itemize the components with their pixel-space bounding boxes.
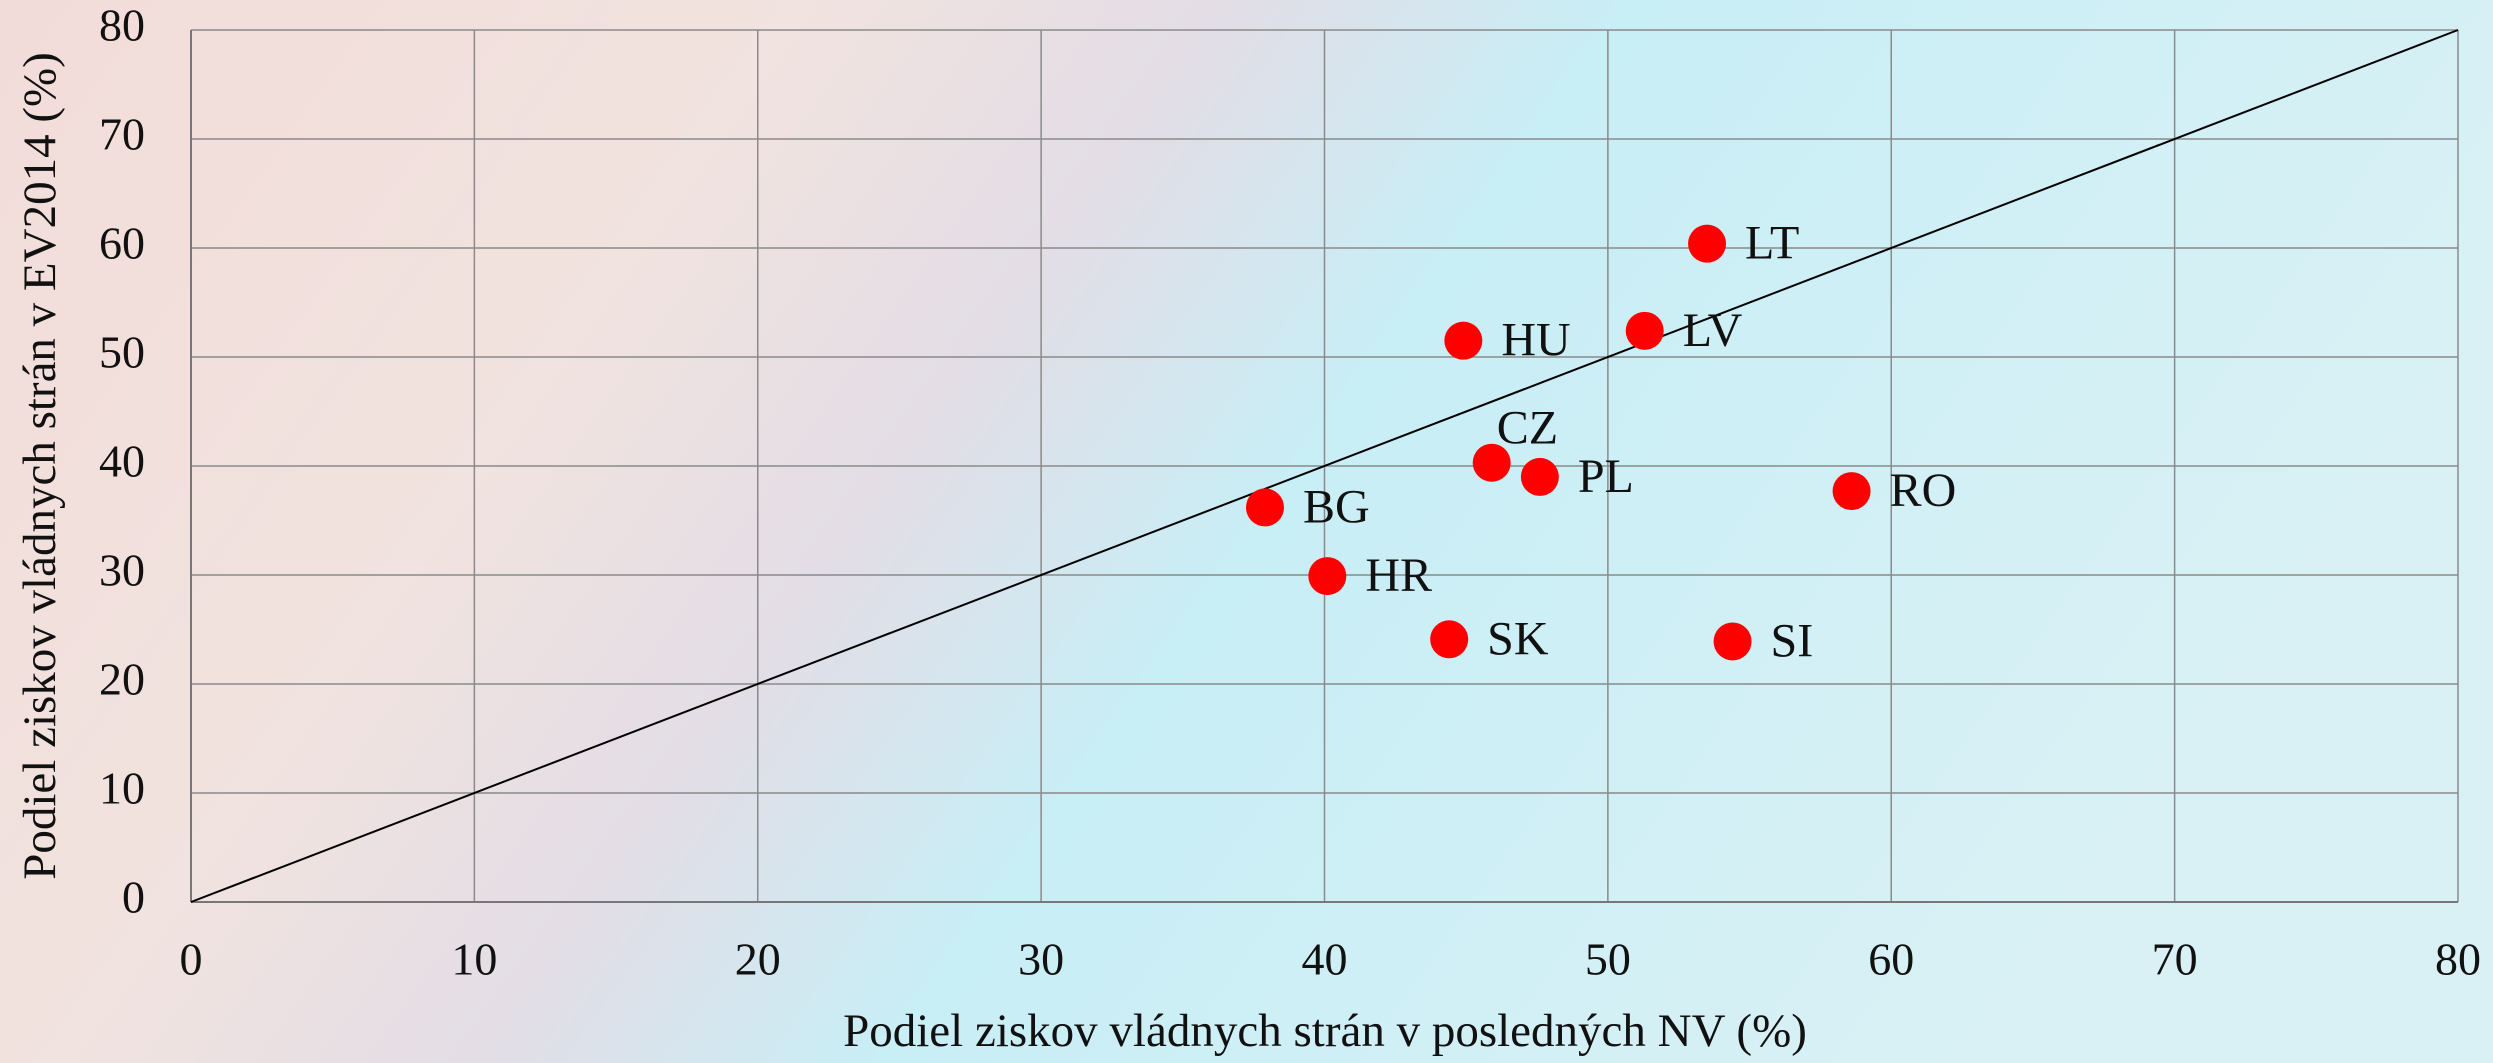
point: [1832, 472, 1871, 511]
point-label: PL: [1578, 450, 1634, 503]
plot-area: 0 10 20 30 40 50 60 70 80 0 10 20 30 40 50 60 70 80 LT HU LV…: [99, 0, 2481, 985]
x-tick-label: 10: [451, 934, 497, 985]
point-label: RO: [1890, 464, 1957, 517]
reference-line: [190, 29, 2459, 903]
x-tick-label: 70: [2152, 934, 2198, 985]
point: [1713, 622, 1752, 661]
point-label: BG: [1303, 480, 1370, 533]
x-tick-label: 50: [1585, 934, 1631, 985]
x-tick-label: 20: [735, 934, 781, 985]
y-tick-label: 0: [122, 872, 145, 923]
y-tick-label: 50: [99, 327, 145, 378]
x-tick-label: 30: [1018, 934, 1064, 985]
point: [1520, 457, 1559, 496]
x-tick-label: 80: [2435, 934, 2481, 985]
y-tick-label: 30: [99, 545, 145, 596]
point: [1245, 488, 1284, 527]
point-label: SK: [1487, 612, 1549, 665]
point-label: LT: [1745, 217, 1799, 270]
x-axis-label: Podiel ziskov vládnych strán v poslednýc…: [843, 1005, 1807, 1057]
point: [1472, 443, 1511, 482]
point: [1625, 311, 1664, 350]
y-tick-label: 70: [99, 109, 145, 160]
point-label: LV: [1683, 304, 1743, 357]
point-label: HU: [1501, 314, 1570, 367]
y-tick-label: 20: [99, 654, 145, 705]
point-label: CZ: [1497, 402, 1558, 455]
point-label: SI: [1771, 615, 1814, 668]
y-tick-label: 40: [99, 436, 145, 487]
point-label: HR: [1365, 549, 1432, 602]
point: [1308, 557, 1347, 596]
point: [1430, 620, 1469, 659]
point: [1688, 224, 1727, 263]
x-tick-label: 0: [180, 934, 203, 985]
y-axis-label: Podiel ziskov vládnych strán v EV2014 (%…: [14, 52, 66, 880]
point: [1444, 321, 1483, 360]
y-tick-label: 80: [99, 0, 145, 51]
y-tick-label: 60: [99, 218, 145, 269]
x-tick-label: 40: [1302, 934, 1348, 985]
x-tick-label: 60: [1868, 934, 1914, 985]
y-tick-label: 10: [99, 763, 145, 814]
